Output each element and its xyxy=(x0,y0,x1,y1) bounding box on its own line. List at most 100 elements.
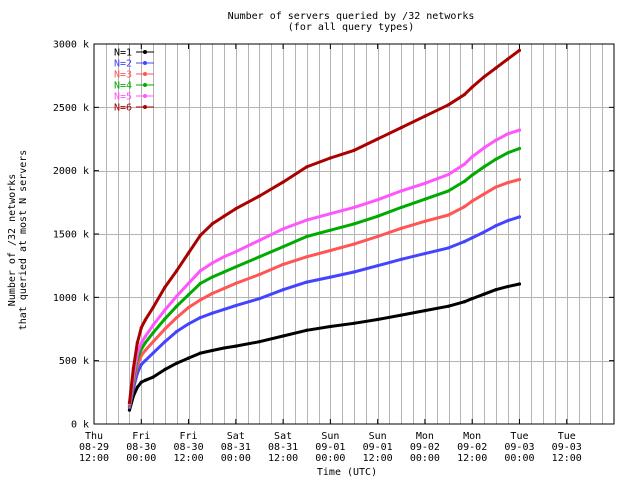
data-point xyxy=(376,198,380,202)
data-point xyxy=(462,205,466,209)
x-axis-label: Time (UTC) xyxy=(317,467,377,478)
data-point xyxy=(222,346,226,350)
data-point xyxy=(175,269,179,273)
data-point xyxy=(127,400,132,405)
data-point xyxy=(352,205,356,209)
legend-swatch-marker xyxy=(143,94,147,98)
grid xyxy=(94,44,614,424)
x-tick-label: Sun 09-01 12:00 xyxy=(363,431,393,464)
data-point xyxy=(494,157,498,161)
axis-ticks: 0 k 500 k 1000 k 1500 k 2000 k 2500 k 3000 k Th… xyxy=(53,40,614,464)
legend: N=1N=2N=3N=4N=5N=6 xyxy=(114,48,154,114)
data-point xyxy=(222,307,226,311)
data-point xyxy=(462,162,466,166)
data-point xyxy=(399,189,403,193)
data-point xyxy=(186,293,191,297)
data-point xyxy=(281,180,285,184)
data-point xyxy=(175,329,179,334)
data-point xyxy=(139,380,143,384)
data-point xyxy=(517,215,522,219)
data-point xyxy=(446,172,451,177)
data-point xyxy=(482,146,486,150)
data-point xyxy=(494,185,498,189)
data-point xyxy=(399,226,403,230)
data-point xyxy=(127,408,132,412)
legend-swatch-marker xyxy=(143,105,147,109)
x-tick-label: Fri 08-30 12:00 xyxy=(173,431,203,464)
x-tick-label: Sat 08-31 00:00 xyxy=(221,431,251,464)
data-point xyxy=(143,341,147,345)
data-point xyxy=(423,114,427,118)
data-point xyxy=(446,213,451,217)
data-point xyxy=(423,219,427,223)
data-point xyxy=(399,126,403,130)
data-point xyxy=(399,257,403,261)
data-point xyxy=(305,280,309,284)
data-point xyxy=(328,275,332,279)
data-point xyxy=(328,248,332,253)
data-point xyxy=(257,297,262,301)
data-point xyxy=(175,361,179,365)
data-point xyxy=(376,264,380,268)
data-point xyxy=(210,222,214,226)
data-point xyxy=(376,214,380,218)
data-point xyxy=(175,294,179,298)
y-axis-label-line1: Number of /32 networks xyxy=(7,174,18,306)
data-point xyxy=(352,222,356,226)
data-point xyxy=(446,304,451,308)
data-point xyxy=(163,340,167,344)
data-point xyxy=(506,181,510,185)
data-point xyxy=(143,318,147,322)
data-point xyxy=(423,252,427,256)
data-point xyxy=(151,351,155,355)
data-point xyxy=(139,326,143,330)
chart-title: Number of servers queried by /32 network… xyxy=(228,11,475,22)
data-point xyxy=(494,66,498,70)
legend-swatch-marker xyxy=(143,83,147,87)
data-point xyxy=(257,272,262,277)
data-point xyxy=(143,378,147,382)
legend-label: N=6 xyxy=(114,103,132,114)
data-point xyxy=(139,341,143,345)
y-tick-label: 3000 k xyxy=(53,40,89,51)
data-point xyxy=(305,255,309,259)
data-point xyxy=(175,304,179,308)
x-tick-label: Sun 09-01 00:00 xyxy=(315,431,345,464)
series-line-n6 xyxy=(128,48,521,404)
data-point xyxy=(186,356,191,360)
data-point xyxy=(198,351,202,355)
series-line-n1 xyxy=(128,282,521,412)
y-tick-label: 1000 k xyxy=(53,293,89,304)
data-point xyxy=(139,362,143,367)
data-point xyxy=(423,181,427,185)
data-point xyxy=(482,192,486,196)
data-point xyxy=(135,341,139,345)
data-point xyxy=(462,93,466,97)
data-point xyxy=(163,327,167,331)
data-point xyxy=(517,48,522,52)
data-point xyxy=(151,375,155,379)
x-tick-label: Thu 08-29 12:00 xyxy=(79,431,109,464)
data-point xyxy=(462,300,466,304)
data-point xyxy=(210,348,214,353)
data-point xyxy=(143,348,147,353)
data-point xyxy=(517,177,522,182)
data-point xyxy=(234,281,238,285)
data-point xyxy=(186,305,191,310)
data-point xyxy=(163,285,167,289)
data-point xyxy=(506,219,510,223)
data-point xyxy=(517,146,522,151)
data-point xyxy=(506,57,510,61)
data-point xyxy=(210,275,214,279)
y-tick-label: 0 k xyxy=(71,420,89,431)
y-axis-label-line2: that queried at most N servers xyxy=(18,150,29,331)
data-point xyxy=(482,165,486,169)
data-point xyxy=(210,291,214,296)
data-point xyxy=(506,284,510,289)
data-point xyxy=(198,233,202,237)
data-point xyxy=(198,298,202,302)
series-lines xyxy=(127,48,522,412)
data-point xyxy=(423,309,427,313)
y-tick-label: 500 k xyxy=(59,356,89,367)
data-point xyxy=(494,138,498,142)
